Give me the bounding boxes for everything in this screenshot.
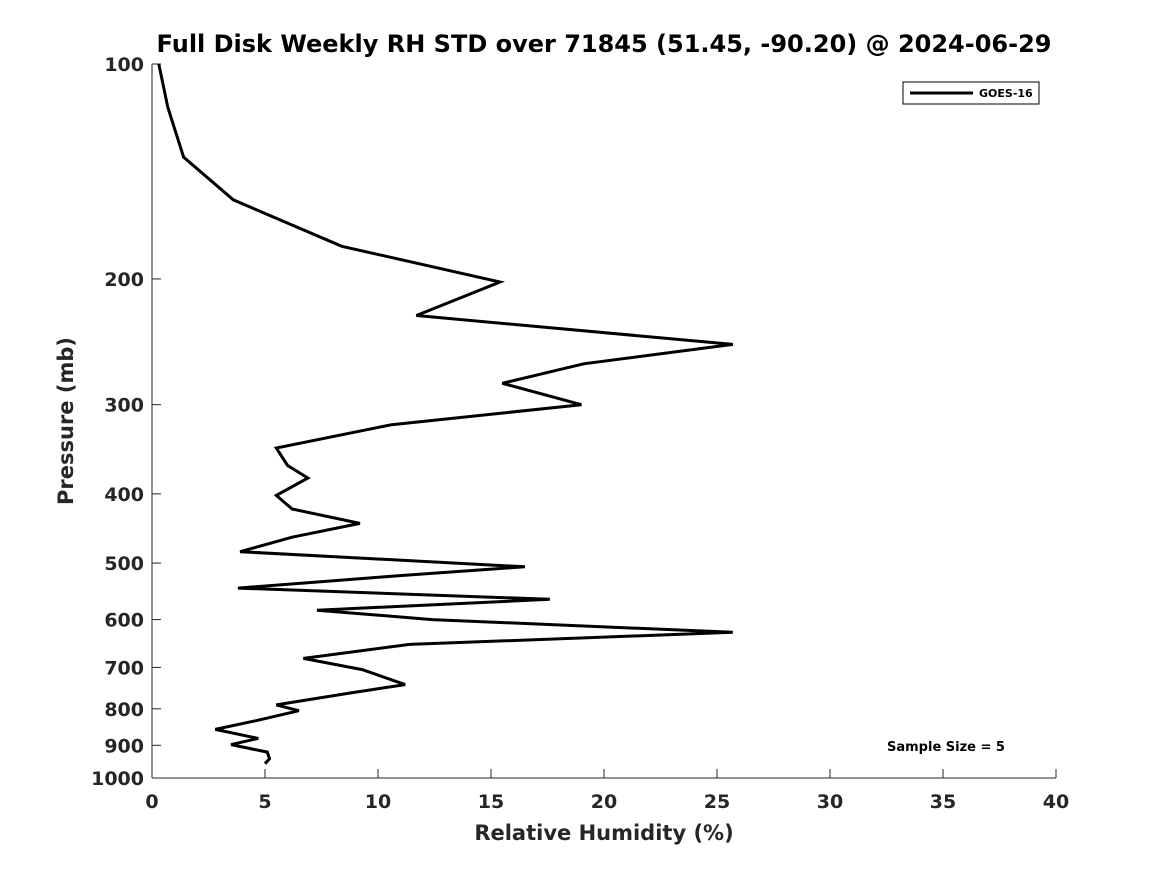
y-tick-label: 400 [104,484,144,506]
y-tick-label: 100 [104,54,144,76]
y-tick-label: 800 [104,699,144,721]
y-tick-label: 600 [104,610,144,632]
x-tick-label: 30 [817,791,843,813]
sample-size-annotation: Sample Size = 5 [887,740,1005,755]
y-tick-label: 500 [104,553,144,575]
x-tick-label: 0 [145,791,158,813]
y-tick-label: 900 [104,735,144,757]
legend: GOES-16 [902,81,1040,105]
y-tick-label: 700 [104,657,144,679]
x-axis-label: Relative Humidity (%) [474,821,733,845]
x-tick-label: 15 [478,791,504,813]
y-tick-label: 1000 [91,768,144,790]
x-ticks: 0 5 10 15 20 25 30 35 40 [145,769,1069,813]
legend-label-goes-16: GOES-16 [979,87,1033,100]
x-tick-label: 35 [930,791,956,813]
y-axis-label: Pressure (mb) [54,337,78,505]
series-layer [157,63,733,765]
x-tick-label: 10 [365,791,391,813]
y-ticks: 100 200 300 400 500 600 700 800 900 1000 [91,54,161,790]
x-tick-label: 5 [258,791,271,813]
x-tick-label: 25 [704,791,730,813]
y-tick-label: 300 [104,395,144,417]
y-tick-label: 200 [104,269,144,291]
x-tick-label: 20 [591,791,617,813]
chart-title: Full Disk Weekly RH STD over 71845 (51.4… [157,30,1052,58]
x-tick-label: 40 [1043,791,1069,813]
series-line-goes-16 [157,63,733,765]
